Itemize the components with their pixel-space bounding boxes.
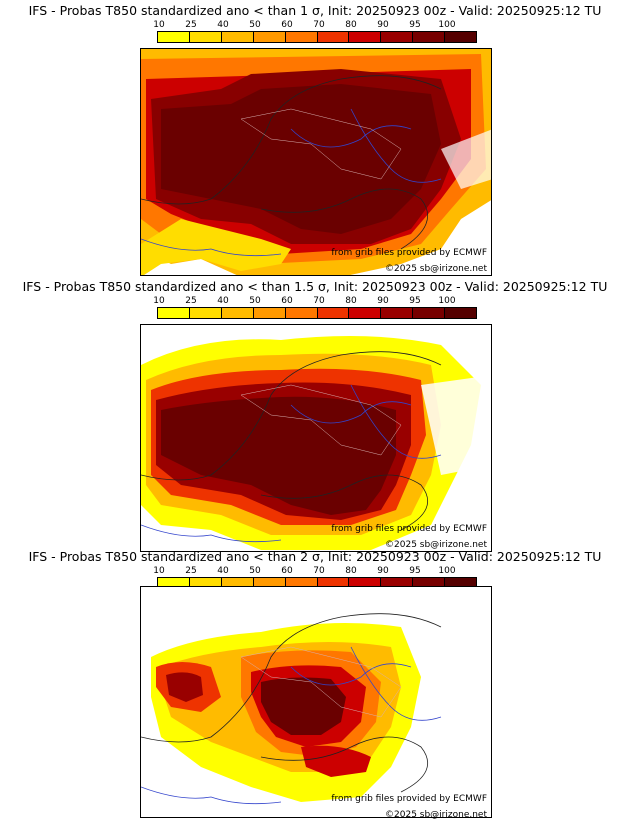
colorbar-tick-label: 40 <box>217 566 229 576</box>
colorbar-tick-label: 90 <box>377 296 389 306</box>
probability-map <box>140 48 492 276</box>
colorbar <box>157 577 477 589</box>
probability-map <box>140 324 492 552</box>
colorbar-swatch <box>412 308 445 318</box>
colorbar-swatch <box>316 578 349 588</box>
colorbar-tick-label: 50 <box>249 566 261 576</box>
colorbar-swatch <box>444 578 477 588</box>
colorbar-swatch <box>284 578 317 588</box>
colorbar-tick-label: 100 <box>438 566 456 576</box>
colorbar-swatch <box>158 32 189 42</box>
colorbar-tick-label: 80 <box>345 20 357 30</box>
panel-1: IFS - Probas T850 standardized ano < tha… <box>0 0 630 276</box>
colorbar-swatch <box>380 32 413 42</box>
colorbar-labels: 10 25 40 50 60 70 80 90 95 100 <box>153 296 477 306</box>
colorbar-swatch <box>348 578 381 588</box>
panel-title: IFS - Probas T850 standardized ano < tha… <box>22 279 608 294</box>
probability-map <box>140 586 492 818</box>
credit-grib: from grib files provided by ECMWF <box>331 794 487 804</box>
colorbar-tick-label: 80 <box>345 566 357 576</box>
colorbar-tick-label: 60 <box>281 20 293 30</box>
colorbar-tick-label: 90 <box>377 566 389 576</box>
colorbar-labels: 10 25 40 50 60 70 80 90 95 100 <box>153 20 477 30</box>
colorbar-swatch <box>284 308 317 318</box>
colorbar-tick-label: 70 <box>313 20 325 30</box>
colorbar-tick-label: 50 <box>249 20 261 30</box>
colorbar-swatch <box>252 32 285 42</box>
colorbar-swatch <box>252 578 285 588</box>
colorbar-tick-label: 10 <box>153 20 165 30</box>
colorbar <box>157 31 477 43</box>
credit-site: ©2025 sb@irizone.net <box>385 264 487 274</box>
colorbar-tick-label: 95 <box>409 20 421 30</box>
colorbar-swatch <box>284 32 317 42</box>
colorbar-swatch <box>316 32 349 42</box>
colorbar-tick-label: 50 <box>249 296 261 306</box>
colorbar-tick-label: 40 <box>217 20 229 30</box>
colorbar-tick-label: 95 <box>409 296 421 306</box>
credit-grib: from grib files provided by ECMWF <box>331 524 487 534</box>
colorbar-swatch <box>252 308 285 318</box>
colorbar-swatch <box>188 308 221 318</box>
colorbar-swatch <box>220 578 253 588</box>
colorbar <box>157 307 477 319</box>
colorbar-tick-label: 10 <box>153 296 165 306</box>
panel-title: IFS - Probas T850 standardized ano < tha… <box>28 549 602 564</box>
colorbar-swatch <box>444 308 477 318</box>
colorbar-swatch <box>220 308 253 318</box>
colorbar-tick-label: 80 <box>345 296 357 306</box>
colorbar-swatch <box>380 578 413 588</box>
colorbar-swatch <box>158 308 189 318</box>
credit-grib: from grib files provided by ECMWF <box>331 248 487 258</box>
colorbar-tick-label: 95 <box>409 566 421 576</box>
colorbar-tick-label: 10 <box>153 566 165 576</box>
colorbar-tick-label: 70 <box>313 296 325 306</box>
panel-title: IFS - Probas T850 standardized ano < tha… <box>28 3 602 18</box>
colorbar-tick-label: 100 <box>438 20 456 30</box>
colorbar-swatch <box>188 578 221 588</box>
colorbar-tick-label: 100 <box>438 296 456 306</box>
colorbar-tick-label: 40 <box>217 296 229 306</box>
colorbar-swatch <box>220 32 253 42</box>
colorbar-swatch <box>444 32 477 42</box>
colorbar-swatch <box>380 308 413 318</box>
colorbar-swatch <box>188 32 221 42</box>
panel-3: IFS - Probas T850 standardized ano < tha… <box>0 546 630 822</box>
credit-site: ©2025 sb@irizone.net <box>385 540 487 550</box>
colorbar-tick-label: 25 <box>185 296 197 306</box>
colorbar-tick-label: 25 <box>185 20 197 30</box>
colorbar-swatch <box>316 308 349 318</box>
colorbar-swatch <box>158 578 189 588</box>
colorbar-swatch <box>348 32 381 42</box>
colorbar-tick-label: 60 <box>281 296 293 306</box>
colorbar-labels: 10 25 40 50 60 70 80 90 95 100 <box>153 566 477 576</box>
colorbar-swatch <box>348 308 381 318</box>
colorbar-tick-label: 60 <box>281 566 293 576</box>
colorbar-tick-label: 90 <box>377 20 389 30</box>
colorbar-swatch <box>412 32 445 42</box>
colorbar-tick-label: 25 <box>185 566 197 576</box>
panel-2: IFS - Probas T850 standardized ano < tha… <box>0 276 630 552</box>
colorbar-tick-label: 70 <box>313 566 325 576</box>
credit-site: ©2025 sb@irizone.net <box>385 810 487 820</box>
colorbar-swatch <box>412 578 445 588</box>
